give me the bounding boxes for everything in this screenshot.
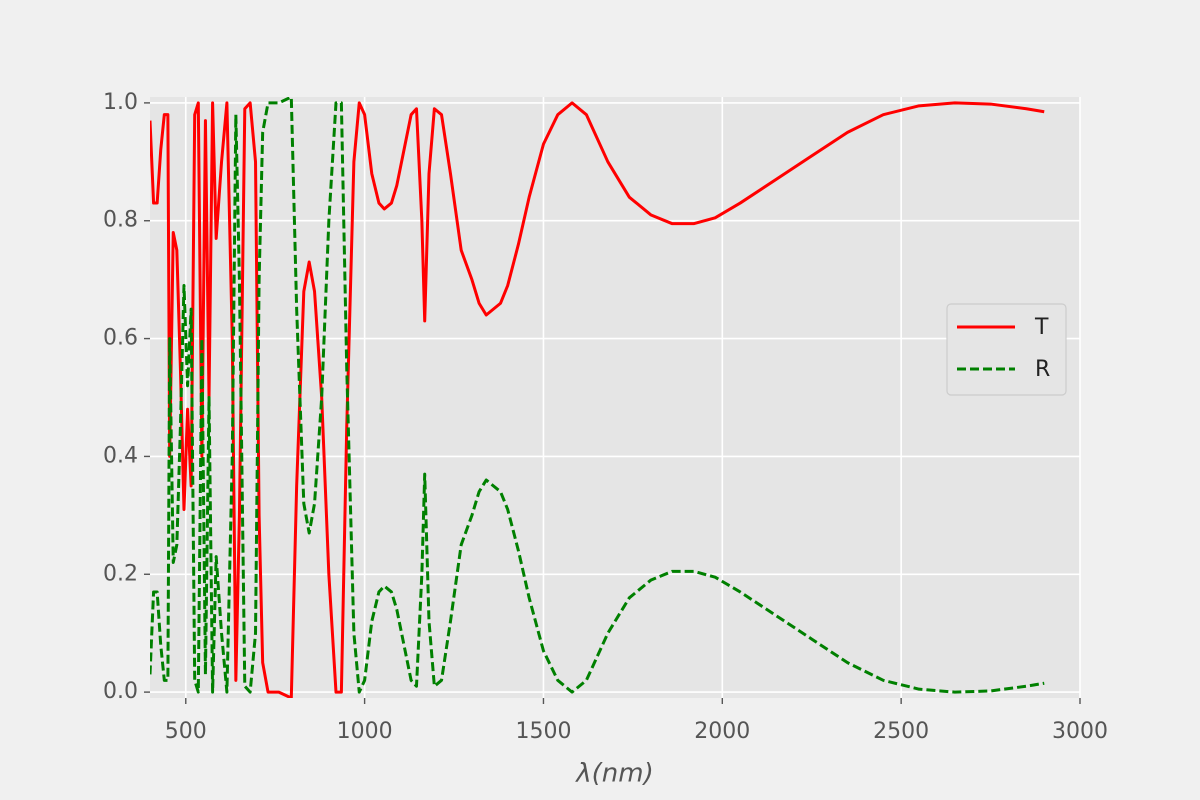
y-tick-label: 1.0	[103, 90, 138, 115]
x-tick-label: 1000	[337, 719, 393, 744]
x-tick-label: 1500	[515, 719, 571, 744]
y-tick-label: 0.2	[103, 561, 138, 586]
legend-label: R	[1035, 357, 1050, 382]
y-tick-label: 0.8	[103, 208, 138, 233]
line-t	[150, 101, 1045, 698]
line-r	[150, 97, 1045, 694]
legend: TR	[946, 303, 1067, 396]
x-tick-label: 500	[165, 719, 207, 744]
x-tick-label: 2500	[873, 719, 929, 744]
y-tick-label: 0.4	[103, 443, 138, 468]
y-tick-label: 0.6	[103, 326, 138, 351]
x-tick-label: 2000	[694, 719, 750, 744]
legend-label: T	[1034, 315, 1049, 340]
plot-area	[150, 97, 1080, 698]
plot-lines	[150, 97, 1045, 698]
x-axis-label: λ(nm)	[574, 759, 653, 789]
x-tick-label: 3000	[1052, 719, 1108, 744]
y-tick-label: 0.0	[103, 679, 138, 704]
